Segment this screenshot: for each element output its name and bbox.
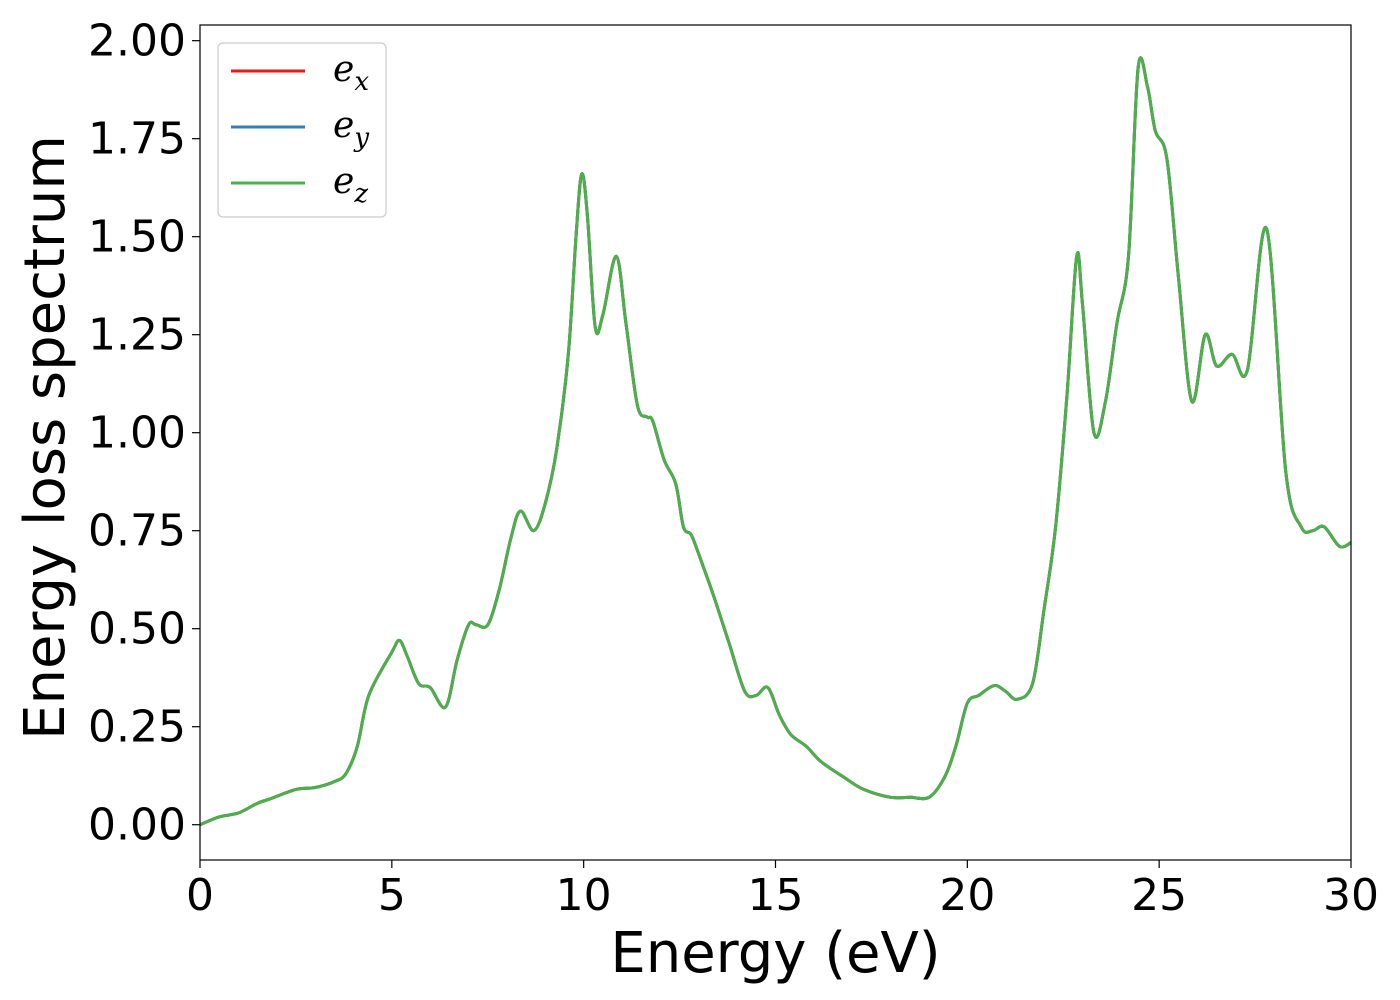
y-tick-label: 1.50 <box>88 212 186 263</box>
y-tick-label: 0.50 <box>88 604 186 655</box>
legend-label-ey: ey <box>333 105 369 153</box>
y-tick-label: 0.75 <box>88 506 186 557</box>
y-axis-label: Energy loss spectrum <box>13 135 78 740</box>
x-tick-label: 25 <box>1131 870 1187 921</box>
y-tick-label: 1.00 <box>88 408 186 459</box>
legend-label-ex: ex <box>333 49 369 97</box>
x-axis-ticks: 0 5 10 15 20 25 30 <box>186 860 1379 921</box>
legend-label-ez: ez <box>333 161 368 209</box>
series-line-ez <box>199 56 1352 827</box>
legend-box <box>217 42 387 218</box>
y-tick-label: 1.25 <box>88 310 186 361</box>
x-tick-label: 10 <box>556 870 612 921</box>
x-tick-label: 30 <box>1323 870 1379 921</box>
series-lines <box>199 56 1352 827</box>
y-tick-label: 0.25 <box>88 702 186 753</box>
x-tick-label: 5 <box>378 870 406 921</box>
y-tick-label: 0.00 <box>88 800 186 851</box>
x-tick-label: 15 <box>748 870 804 921</box>
y-axis-ticks: 0.00 0.25 0.50 0.75 1.00 1.25 1.50 1.75 2.00 <box>88 16 200 851</box>
x-axis-label: Energy (eV) <box>610 921 940 986</box>
y-tick-label: 2.00 <box>88 16 186 67</box>
y-tick-label: 1.75 <box>88 114 186 165</box>
x-tick-label: 0 <box>186 870 214 921</box>
legend: ex ey ez <box>217 42 387 218</box>
x-tick-label: 20 <box>939 870 995 921</box>
